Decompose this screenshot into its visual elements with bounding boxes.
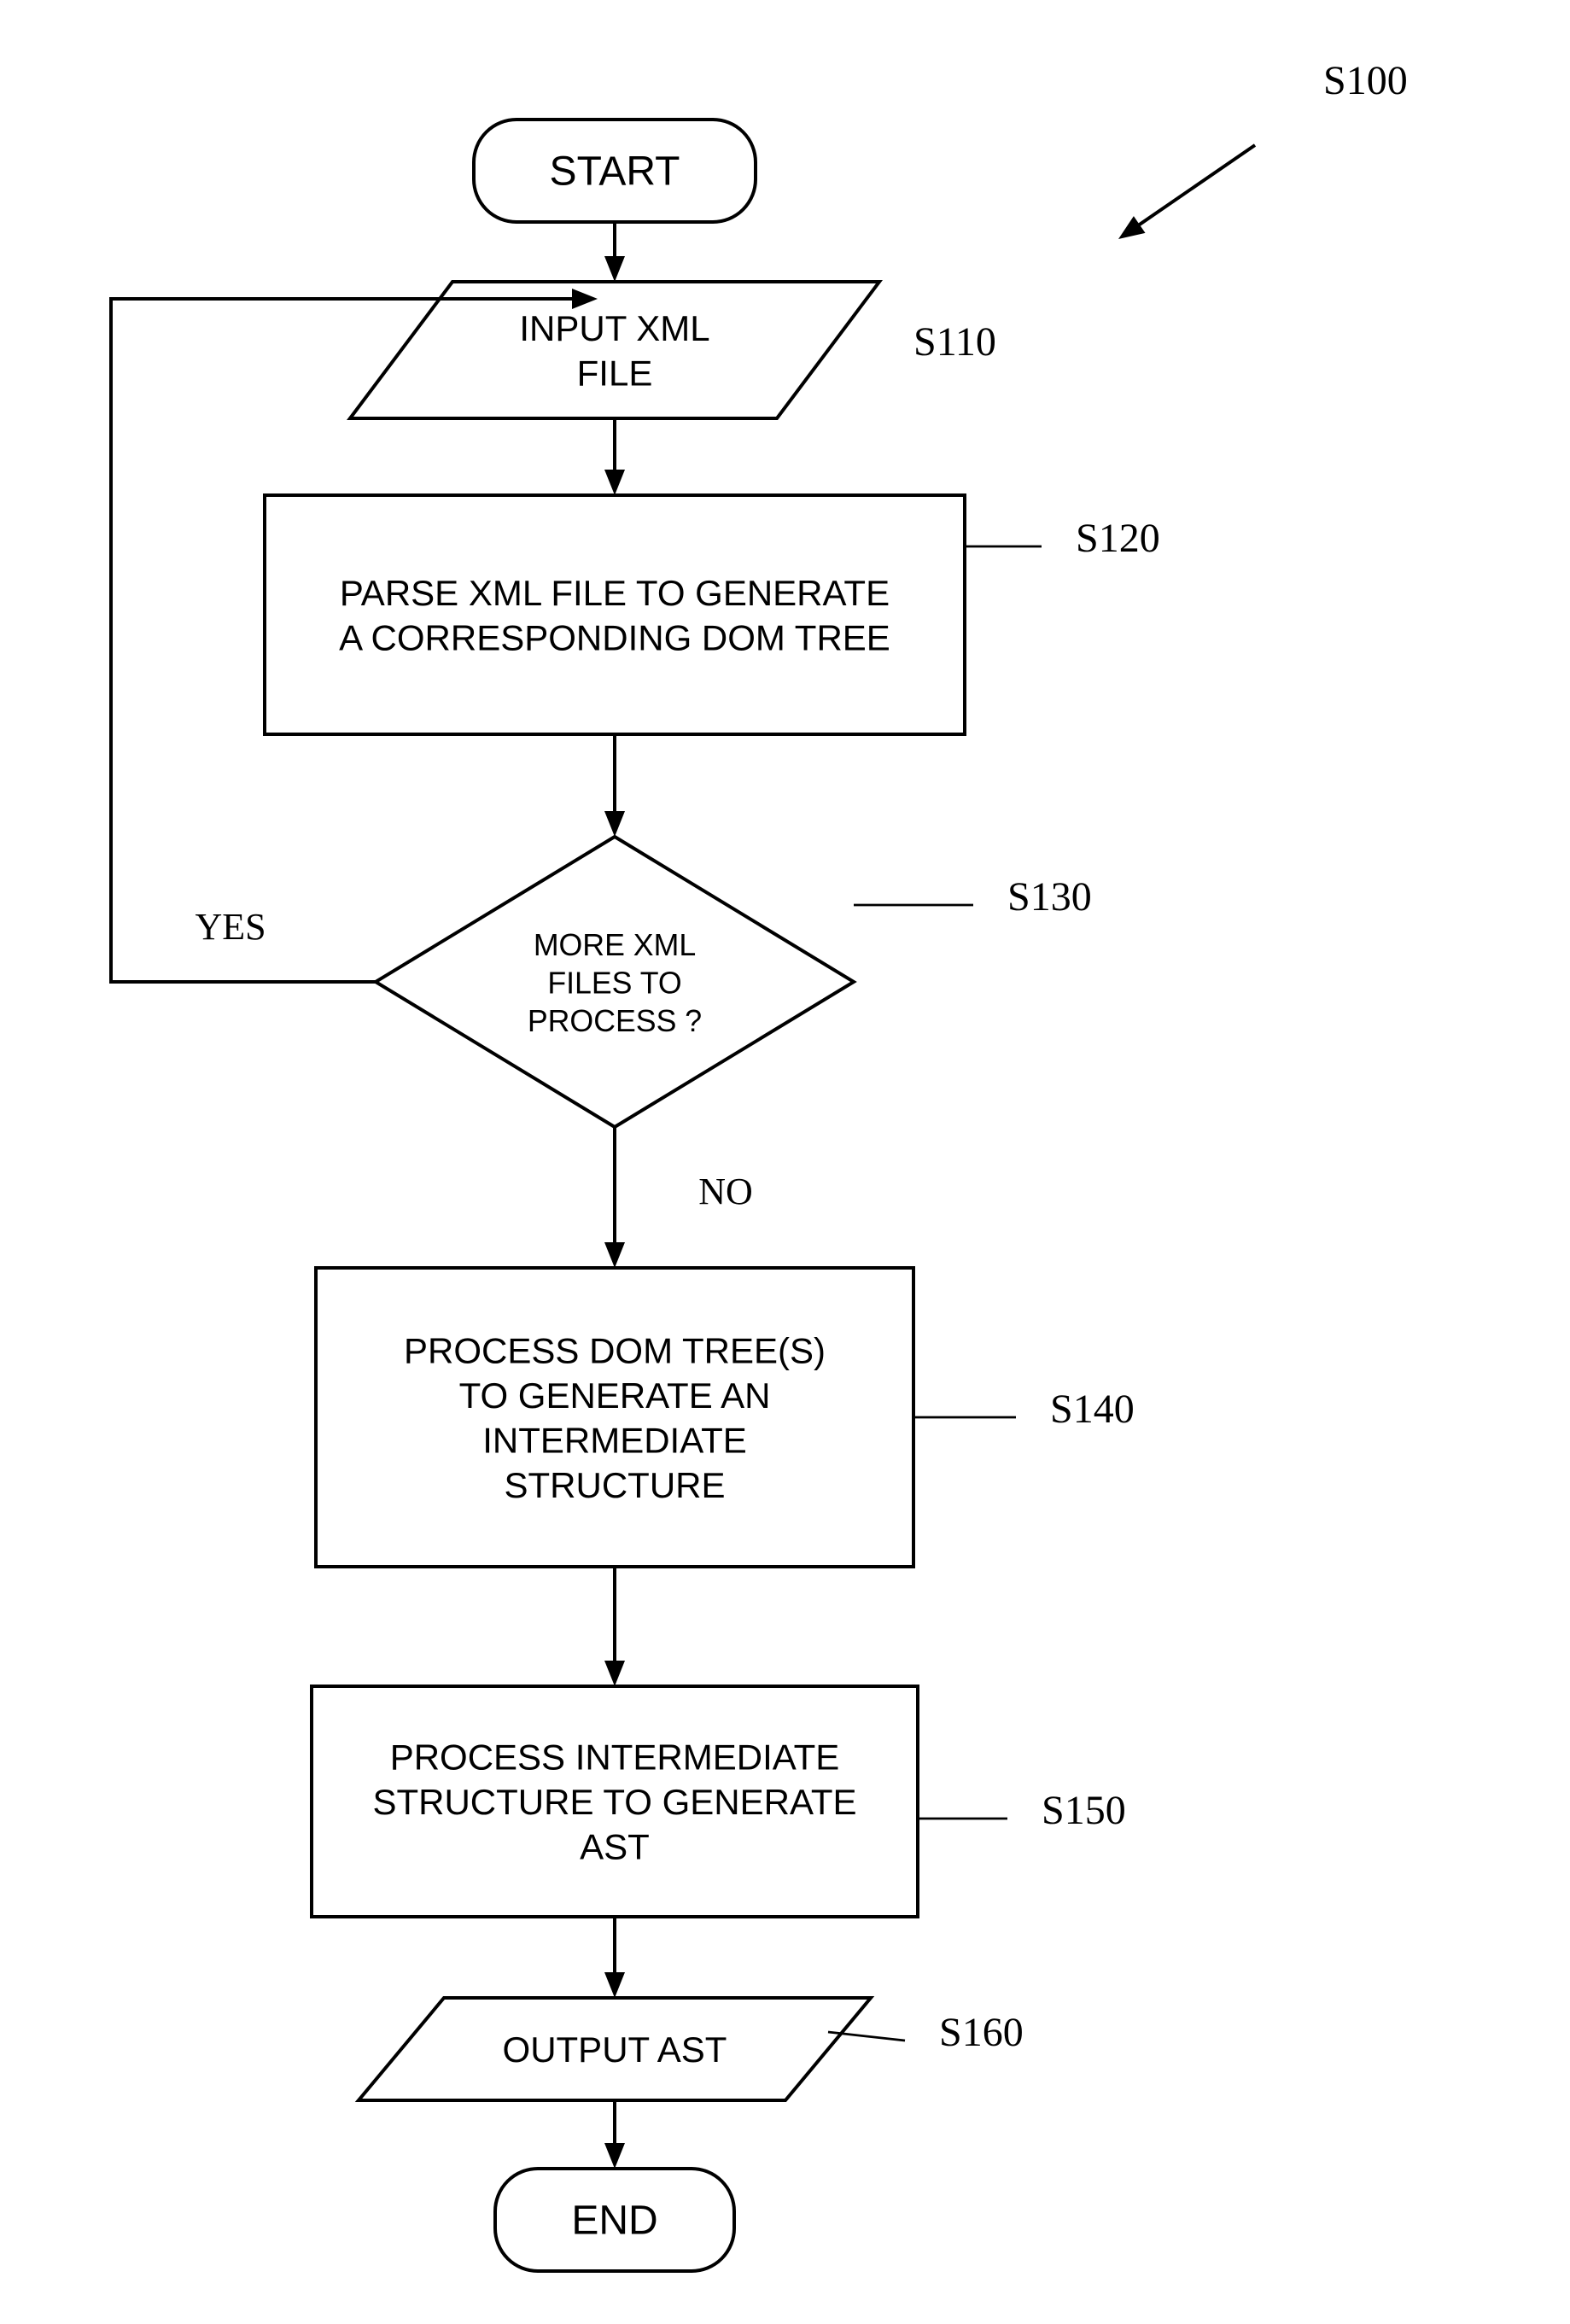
node-s150-line-2: AST [580, 1827, 650, 1867]
edge-s110-to-s120 [604, 418, 625, 495]
node-end-label: END [571, 2198, 657, 2244]
node-s160-line-0: OUTPUT AST [503, 2029, 727, 2070]
node-s120-ref: S120 [1076, 516, 1160, 561]
edge-s160-to-end [604, 2100, 625, 2169]
node-s110-line-0: INPUT XML [519, 308, 709, 348]
node-s140-line-1: TO GENERATE AN [459, 1375, 771, 1416]
figure-label: S100 [1323, 58, 1408, 103]
node-s110: INPUT XML FILE [350, 282, 879, 418]
node-s140-line-3: STRUCTURE [505, 1465, 726, 1505]
node-s120-line-1: A CORRESPONDING DOM TREE [339, 617, 890, 657]
node-s150-line-0: PROCESS INTERMEDIATE [390, 1737, 840, 1778]
node-start-label: START [550, 149, 680, 195]
node-s150: PROCESS INTERMEDIATESTRUCTURE TO GENERAT… [312, 1686, 918, 1917]
node-s140-line-2: INTERMEDIATE [482, 1420, 747, 1460]
edge-start-to-s110 [604, 222, 625, 282]
node-s130-line-0: MORE XML [534, 928, 696, 962]
node-s130: MORE XML FILES TO PROCESS ? [376, 837, 854, 1127]
node-s160-ref: S160 [939, 2010, 1024, 2055]
node-s110-line-1: FILE [577, 353, 653, 393]
node-s130-line-2: PROCESS ? [528, 1004, 702, 1038]
node-s140-ref: S140 [1050, 1387, 1135, 1432]
node-s130-line-1: FILES TO [547, 966, 681, 1000]
node-s110-ref: S110 [913, 319, 996, 365]
node-start: START [474, 120, 756, 222]
node-s130-ref: S130 [1007, 874, 1092, 920]
node-s120-line-0: PARSE XML FILE TO GENERATE [340, 573, 890, 613]
node-end: END [495, 2169, 734, 2271]
edge-s150-to-s160 [604, 1917, 625, 1998]
node-s140-line-0: PROCESS DOM TREE(S) [404, 1330, 826, 1370]
node-s140: PROCESS DOM TREE(S) TO GENERATE ANINTERME… [316, 1268, 913, 1567]
node-s150-line-1: STRUCTURE TO GENERATE [372, 1782, 856, 1822]
edge-s120-to-s130 [604, 734, 625, 837]
edge-s130-to-s140 [604, 1127, 625, 1268]
node-s130-no-label: NO [698, 1171, 753, 1212]
node-s160: OUTPUT AST [359, 1998, 871, 2100]
edge-s140-to-s150 [604, 1567, 625, 1686]
node-s150-ref: S150 [1042, 1788, 1126, 1833]
flowchart-svg: S100 START INPUT XML FILE S110 PARSE XML FILE… [0, 0, 1570, 2324]
node-s120: PARSE XML FILE TO GENERATEA CORRESPONDIN… [265, 495, 965, 734]
node-s130-yes-label: YES [195, 906, 266, 948]
